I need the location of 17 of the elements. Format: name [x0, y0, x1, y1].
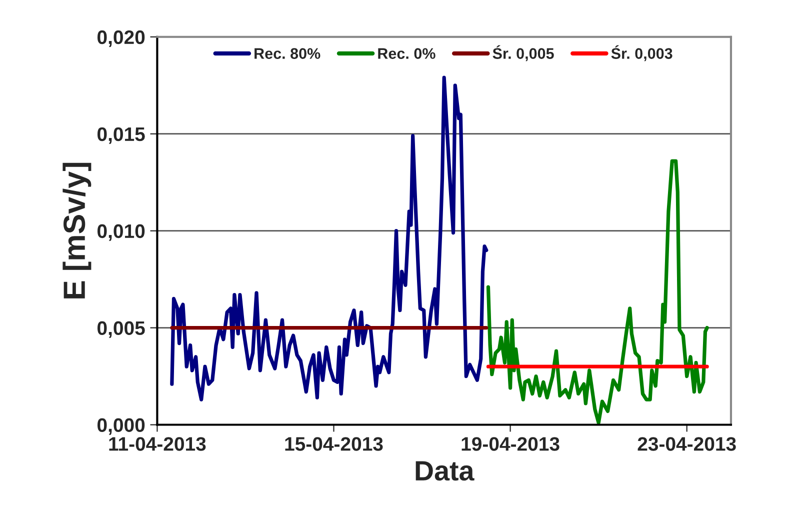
x-tick-label: 19-04-2013 — [462, 437, 560, 451]
legend-label: Rec. 80% — [254, 48, 320, 59]
x-axis-title: Data — [416, 461, 474, 481]
legend-label: Rec. 0% — [378, 48, 436, 59]
y-tick-label: 0,005 — [98, 321, 145, 338]
y-tick-label: 0,010 — [98, 224, 145, 241]
line-series — [486, 159, 709, 425]
y-axis-title: E [mSv/y] — [62, 162, 92, 298]
legend-label: Śr. 0,005 — [492, 45, 554, 62]
y-tick-label: 0,015 — [98, 127, 145, 144]
line-series — [170, 76, 488, 402]
legend-label: Śr. 0,003 — [611, 45, 672, 62]
y-tick-label: 0,020 — [98, 30, 145, 47]
y-tick-label: 0,000 — [98, 418, 145, 435]
x-tick-label: 23-04-2013 — [638, 437, 736, 451]
x-tick-label: 11-04-2013 — [109, 437, 206, 451]
x-tick-label: 15-04-2013 — [285, 437, 383, 451]
